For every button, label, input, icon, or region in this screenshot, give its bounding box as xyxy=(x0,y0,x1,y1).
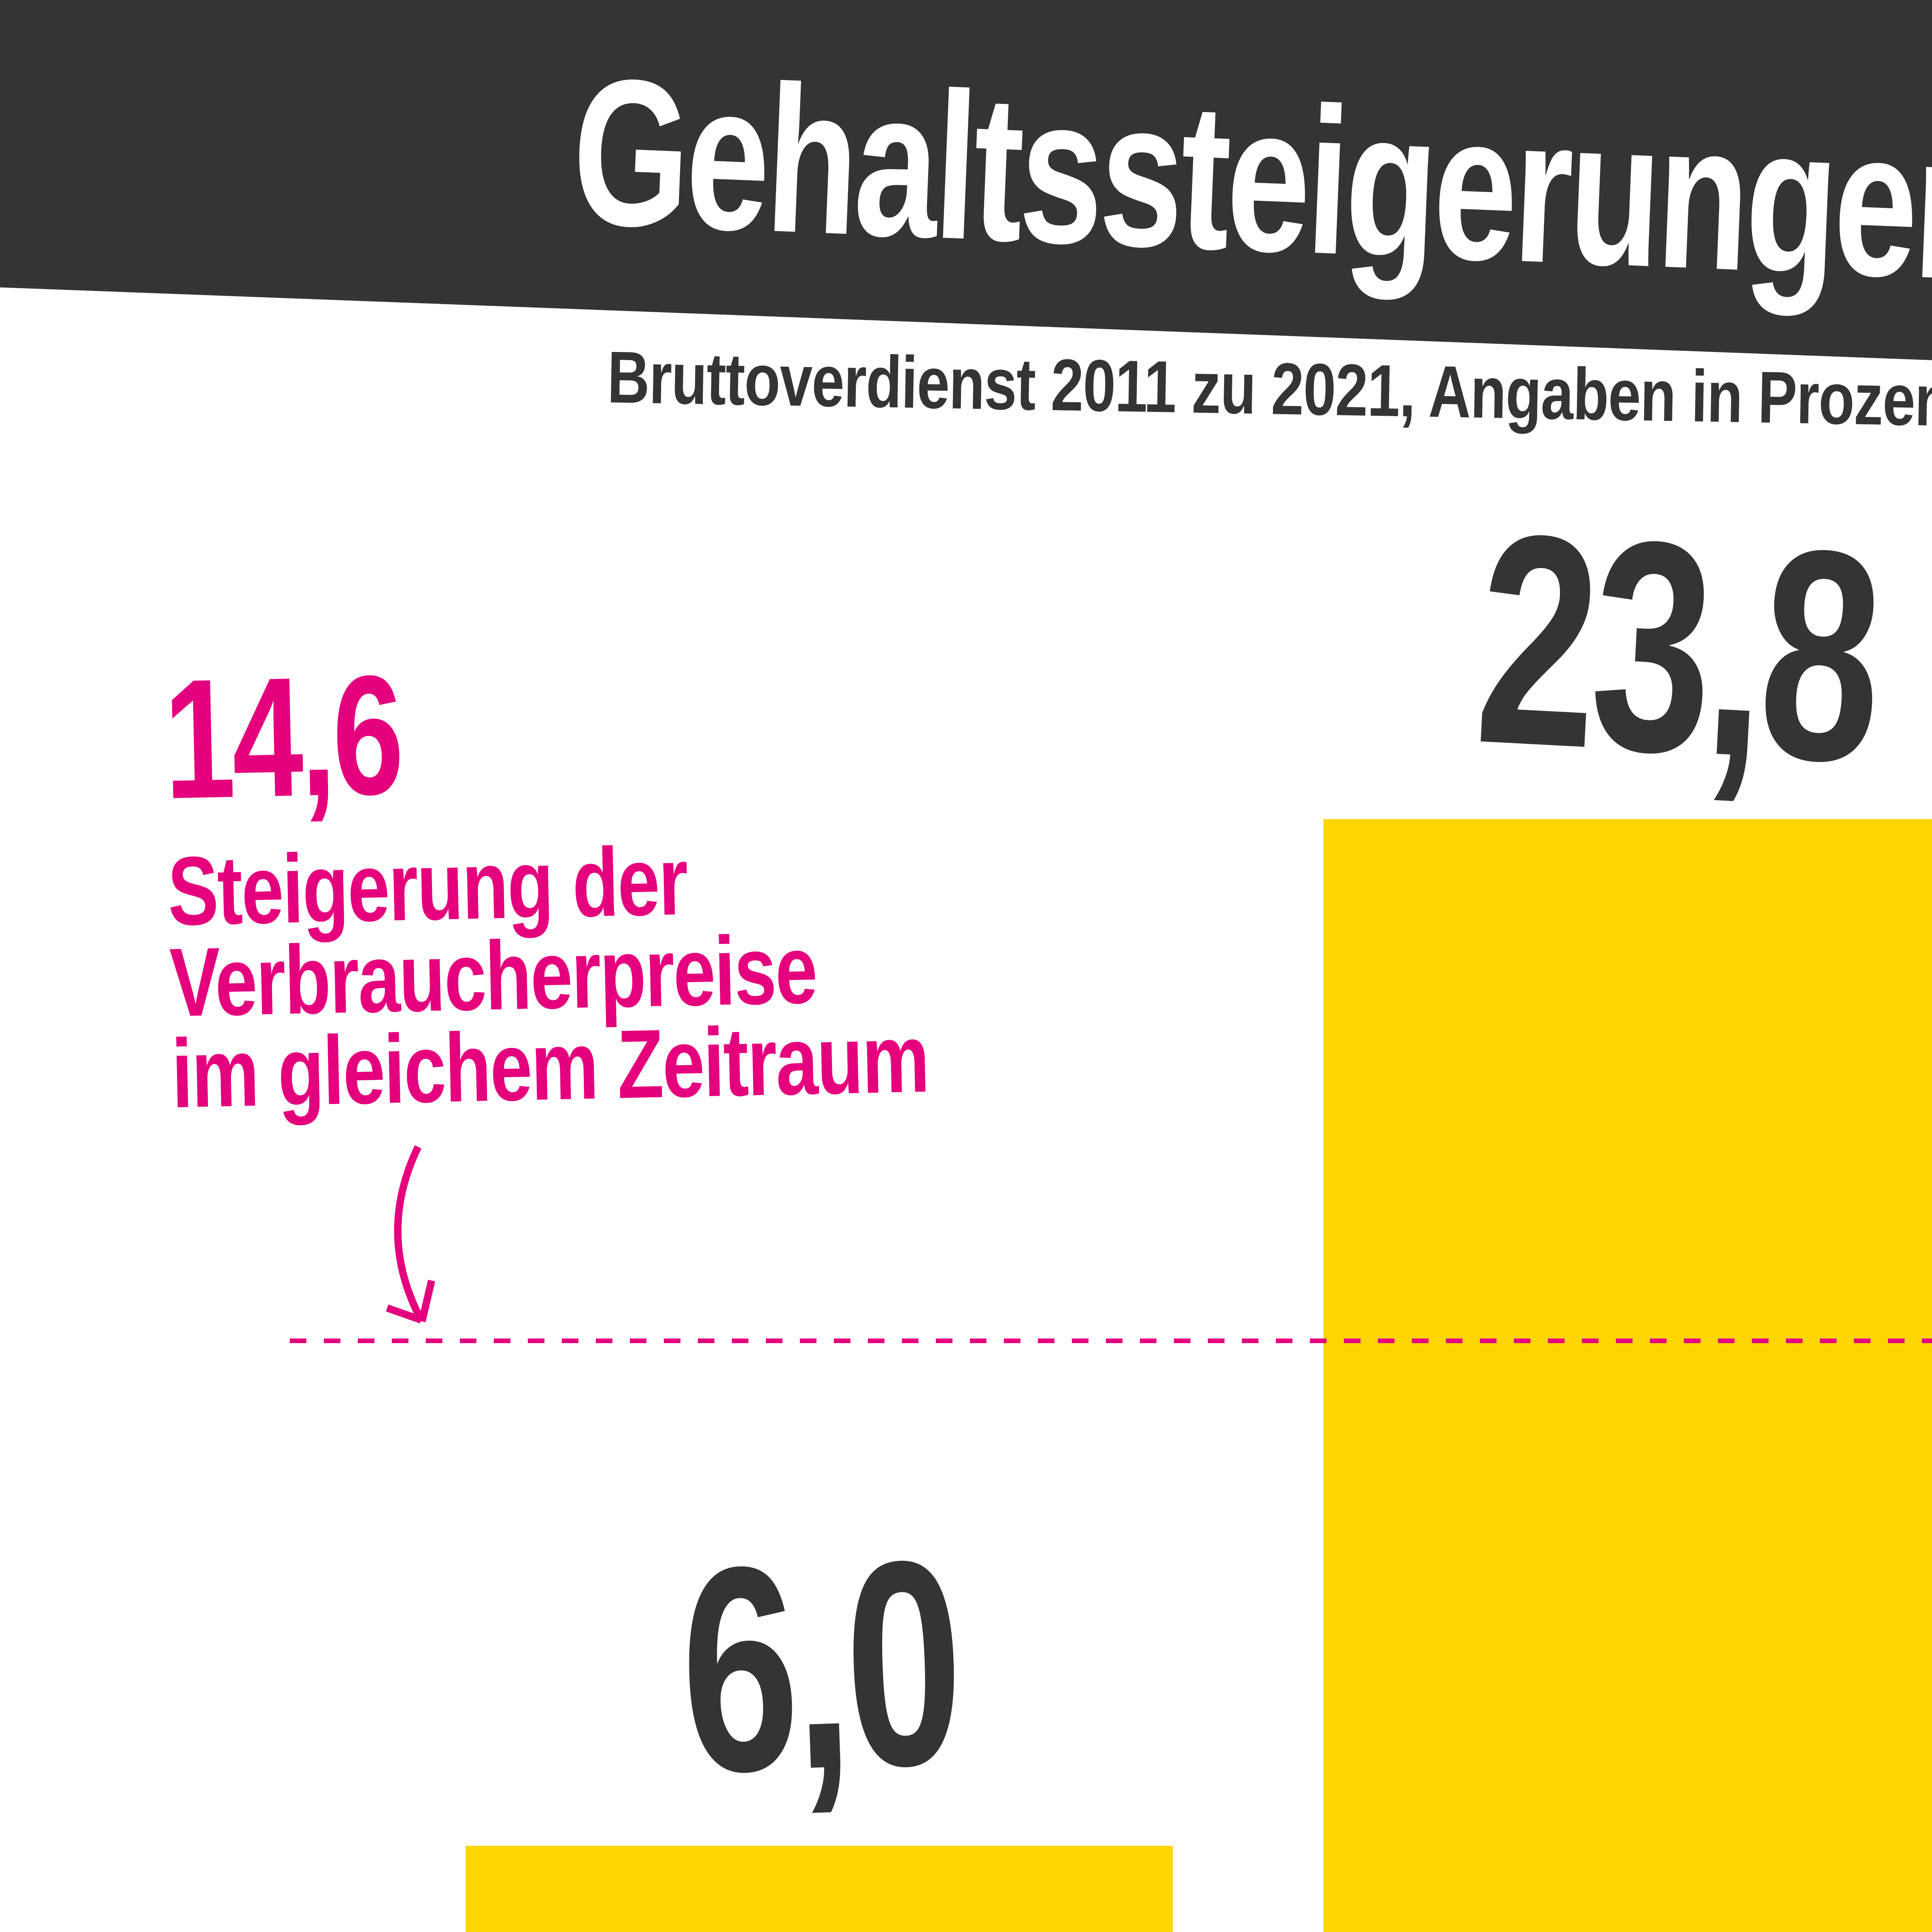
reference-value: 14,6 xyxy=(162,640,403,835)
value-label-gesamte-wirtschaft: 23,8 xyxy=(1283,470,1932,826)
bar-gesamte-wirtschaft xyxy=(1323,819,1932,1932)
bar-post-und-paketbranche xyxy=(466,1846,1173,1932)
value-text: 6,0 xyxy=(676,1498,963,1834)
reference-label: Steigerung der Verbraucherpreise im glei… xyxy=(167,827,930,1128)
reference-label-line3: im gleichem Zeitraum xyxy=(170,1003,930,1128)
page-title-text: Gehaltssteigerungen xyxy=(568,34,1932,325)
curved-arrow-icon xyxy=(386,1145,435,1323)
page-subtitle-text: Bruttoverdienst 2011 zu 2021, Angaben in… xyxy=(606,336,1932,442)
reference-dashed-line xyxy=(290,1338,1932,1343)
value-label-post: 6,0 xyxy=(428,1498,1210,1834)
value-text: 23,8 xyxy=(1469,470,1884,826)
